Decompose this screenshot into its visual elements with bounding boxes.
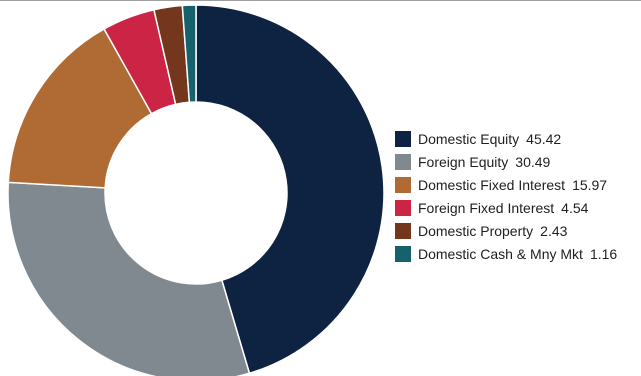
legend-item-domestic-fixed-interest: Domestic Fixed Interest 15.97 xyxy=(395,173,617,196)
top-divider xyxy=(0,0,641,1)
chart-legend: Domestic Equity 45.42 Foreign Equity 30.49 D… xyxy=(395,127,617,265)
legend-swatch xyxy=(395,199,411,216)
legend-swatch xyxy=(395,245,411,262)
legend-value: 45.42 xyxy=(526,130,562,147)
legend-label: Domestic Fixed Interest xyxy=(418,176,566,193)
legend-item-domestic-cash-mny-mkt: Domestic Cash & Mny Mkt 1.16 xyxy=(395,242,617,265)
legend-value: 4.54 xyxy=(561,199,589,216)
legend-label: Domestic Property xyxy=(418,222,534,239)
slice-domestic-fixed-interest xyxy=(7,27,153,189)
legend-item-foreign-equity: Foreign Equity 30.49 xyxy=(395,150,617,173)
legend-item-domestic-property: Domestic Property 2.43 xyxy=(395,219,617,242)
legend-item-domestic-equity: Domestic Equity 45.42 xyxy=(395,127,617,150)
legend-label: Foreign Equity xyxy=(418,153,509,170)
donut-slices xyxy=(7,4,385,376)
legend-label: Domestic Cash & Mny Mkt xyxy=(418,245,583,262)
legend-swatch xyxy=(395,153,411,170)
legend-value: 15.97 xyxy=(572,176,608,193)
legend-swatch xyxy=(395,176,411,193)
legend-label: Domestic Equity xyxy=(418,130,520,147)
legend-value: 1.16 xyxy=(589,245,618,262)
legend-value: 2.43 xyxy=(540,222,568,239)
legend-item-foreign-fixed-interest: Foreign Fixed Interest 4.54 xyxy=(395,196,617,219)
legend-label: Foreign Fixed Interest xyxy=(418,199,555,216)
slice-foreign-equity xyxy=(7,181,251,376)
legend-swatch xyxy=(395,130,411,147)
slice-domestic-cash-mny-mkt xyxy=(181,4,197,104)
legend-swatch xyxy=(395,222,411,239)
legend-value: 30.49 xyxy=(515,153,551,170)
slice-domestic-equity xyxy=(195,4,385,375)
